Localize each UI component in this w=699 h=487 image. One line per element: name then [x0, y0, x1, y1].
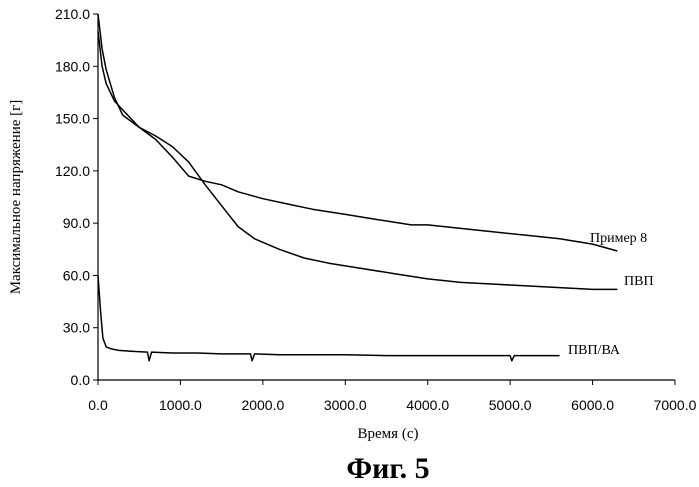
- series-line-primer8: [98, 31, 617, 251]
- x-tick-label: 6000.0: [571, 397, 614, 413]
- x-axis-title: Время (с): [358, 426, 419, 442]
- series-label-pvp: ПВП: [624, 274, 654, 289]
- series-line-pvp-va: [98, 275, 560, 360]
- y-tick-label: 210.0: [55, 6, 90, 22]
- x-tick-label: 0.0: [88, 397, 108, 413]
- y-tick-label: 0.0: [71, 372, 91, 388]
- y-axis-title: Максимальное напряжение [г]: [8, 100, 24, 295]
- series-line-pvp: [98, 14, 617, 289]
- y-tick-label: 180.0: [55, 58, 90, 74]
- y-tick-label: 30.0: [63, 320, 90, 336]
- y-tick-label: 120.0: [55, 163, 90, 179]
- chart: 0.0 1000.0 2000.0 3000.0 4000.0 5000.0 6000.0 7…: [0, 0, 699, 487]
- x-tick-label: 7000.0: [654, 397, 697, 413]
- axes: [98, 14, 675, 380]
- series-group: [98, 14, 617, 361]
- y-tick-label: 150.0: [55, 111, 90, 127]
- y-tick-label: 60.0: [63, 267, 90, 283]
- x-tick-label: 5000.0: [489, 397, 532, 413]
- series-label-pvp-va: ПВП/ВА: [568, 343, 621, 358]
- x-tick-label: 1000.0: [159, 397, 202, 413]
- x-tick-label: 3000.0: [324, 397, 367, 413]
- series-label-primer8: Пример 8: [590, 231, 647, 246]
- labels: Время (с) Максимальное напряжение [г] Пр…: [8, 100, 654, 485]
- y-tick-label: 90.0: [63, 215, 90, 231]
- x-tick-label: 4000.0: [406, 397, 449, 413]
- figure-caption: Фиг. 5: [346, 452, 429, 485]
- x-tick-label: 2000.0: [241, 397, 284, 413]
